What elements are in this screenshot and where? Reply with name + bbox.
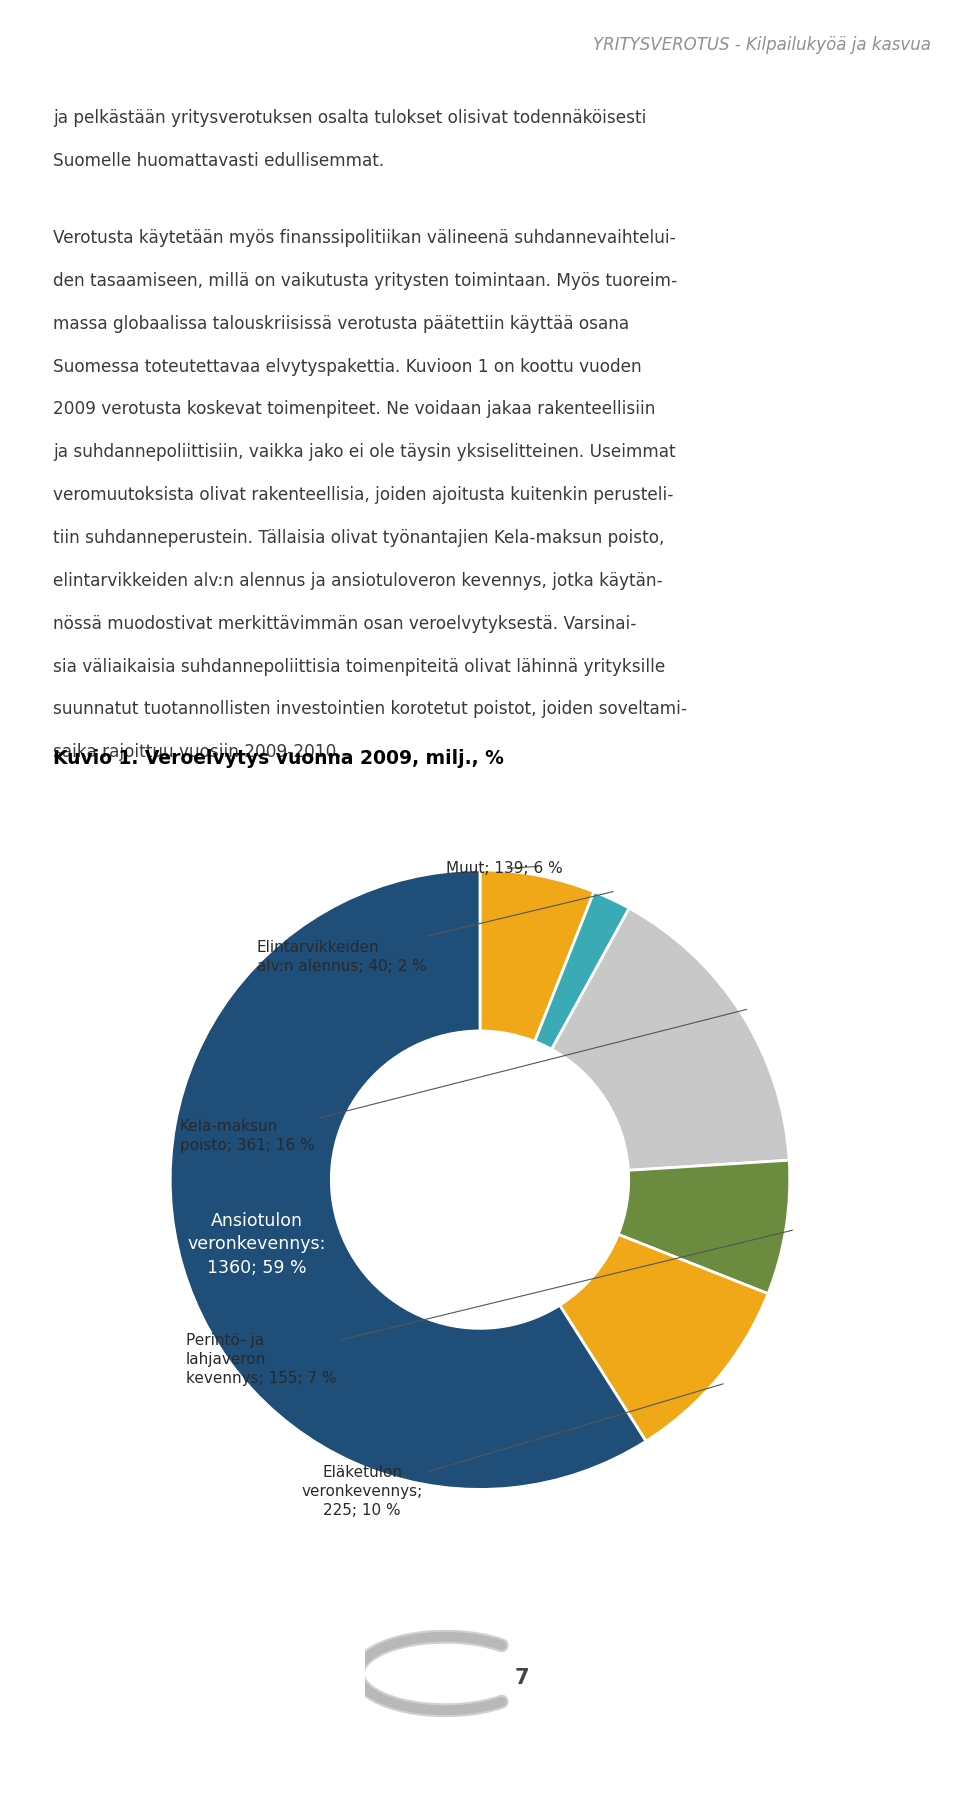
Text: suunnatut tuotannollisten investointien korotetut poistot, joiden soveltami-: suunnatut tuotannollisten investointien … bbox=[53, 701, 687, 719]
Text: nössä muodostivat merkittävimmän osan veroelvytyksestä. Varsinai-: nössä muodostivat merkittävimmän osan ve… bbox=[53, 614, 636, 632]
Text: Perintö- ja
lahjaveron
kevennys; 155; 7 %: Perintö- ja lahjaveron kevennys; 155; 7 … bbox=[185, 1230, 792, 1387]
Text: ja pelkästään yritysverotuksen osalta tulokset olisivat todennäköisesti: ja pelkästään yritysverotuksen osalta tu… bbox=[53, 110, 646, 126]
Text: Suomessa toteutettavaa elvytyspakettia. Kuvioon 1 on koottu vuoden: Suomessa toteutettavaa elvytyspakettia. … bbox=[53, 358, 641, 376]
Wedge shape bbox=[170, 870, 646, 1489]
Text: ja suhdannepoliittisiin, vaikka jako ei ole täysin yksiselitteinen. Useimmat: ja suhdannepoliittisiin, vaikka jako ei … bbox=[53, 443, 676, 461]
Text: Kela-maksun
poisto; 361; 16 %: Kela-maksun poisto; 361; 16 % bbox=[180, 1009, 747, 1153]
Text: 2009 verotusta koskevat toimenpiteet. Ne voidaan jakaa rakenteellisiin: 2009 verotusta koskevat toimenpiteet. Ne… bbox=[53, 400, 655, 418]
Text: Kuvio 1. Veroelvytys vuonna 2009, milj., %: Kuvio 1. Veroelvytys vuonna 2009, milj.,… bbox=[53, 749, 504, 767]
Wedge shape bbox=[480, 870, 594, 1041]
Wedge shape bbox=[552, 908, 789, 1171]
Text: Muut; 139; 6 %: Muut; 139; 6 % bbox=[446, 861, 564, 875]
Text: YRITYSVEROTUS - Kilpailukyöä ja kasvua: YRITYSVEROTUS - Kilpailukyöä ja kasvua bbox=[593, 36, 931, 54]
Text: den tasaamiseen, millä on vaikutusta yritysten toimintaan. Myös tuoreim-: den tasaamiseen, millä on vaikutusta yri… bbox=[53, 272, 677, 290]
Text: Verotusta käytetään myös finanssipolitiikan välineenä suhdannevaihtelui-: Verotusta käytetään myös finanssipolitii… bbox=[53, 229, 676, 247]
Text: sia väliaikaisia suhdannepoliittisia toimenpiteitä olivat lähinnä yrityksille: sia väliaikaisia suhdannepoliittisia toi… bbox=[53, 657, 665, 675]
Wedge shape bbox=[618, 1160, 790, 1293]
Text: massa globaalissa talouskriisissä verotusta päätettiin käyttää osana: massa globaalissa talouskriisissä verotu… bbox=[53, 315, 629, 333]
Text: elintarvikkeiden alv:n alennus ja ansiotuloveron kevennys, jotka käytän-: elintarvikkeiden alv:n alennus ja ansiot… bbox=[53, 573, 662, 591]
Text: saika rajoittuu vuosiin 2009-2010.: saika rajoittuu vuosiin 2009-2010. bbox=[53, 744, 342, 762]
Wedge shape bbox=[535, 891, 629, 1050]
Wedge shape bbox=[560, 1234, 768, 1441]
Text: Elintarvikkeiden
alv:n alennus; 40; 2 %: Elintarvikkeiden alv:n alennus; 40; 2 % bbox=[257, 891, 613, 974]
Text: 7: 7 bbox=[515, 1668, 529, 1688]
Text: tiin suhdanneperustein. Tällaisia olivat työnantajien Kela-maksun poisto,: tiin suhdanneperustein. Tällaisia olivat… bbox=[53, 529, 664, 548]
Text: Eläketulon
veronkevennys;
225; 10 %: Eläketulon veronkevennys; 225; 10 % bbox=[301, 1383, 723, 1518]
Text: Ansiotulon
veronkevennys:
1360; 59 %: Ansiotulon veronkevennys: 1360; 59 % bbox=[188, 1212, 326, 1277]
Text: veromuutoksista olivat rakenteellisia, joiden ajoitusta kuitenkin perusteli-: veromuutoksista olivat rakenteellisia, j… bbox=[53, 486, 673, 504]
Text: Suomelle huomattavasti edullisemmat.: Suomelle huomattavasti edullisemmat. bbox=[53, 151, 384, 169]
